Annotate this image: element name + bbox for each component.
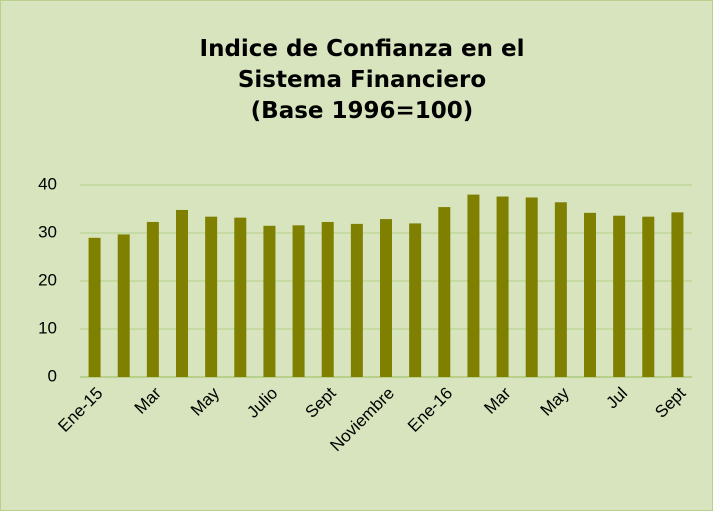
bar: [467, 194, 480, 377]
y-tick-label: 40: [38, 174, 57, 193]
x-tick-label: May: [537, 383, 573, 419]
y-tick-label: 0: [48, 366, 57, 385]
x-tick-label: May: [187, 383, 223, 419]
x-tick-label: Jul: [602, 384, 631, 413]
bar: [554, 202, 567, 377]
bar: [438, 207, 451, 377]
bar: [321, 221, 334, 377]
bar: [584, 212, 596, 377]
y-tick-label: 10: [38, 318, 57, 337]
x-tick-label: Sept: [302, 383, 340, 421]
x-tick-label: Noviembre: [326, 384, 398, 456]
bar: [146, 221, 159, 377]
x-tick-label: Ene-15: [54, 384, 106, 436]
x-tick-label: Mar: [480, 383, 514, 417]
x-tick-label: Mar: [131, 383, 165, 417]
x-tick-label: Julio: [243, 384, 281, 422]
bar: [205, 216, 218, 377]
bar: [350, 223, 363, 377]
x-tick-label: Ene-16: [404, 384, 456, 436]
bar: [525, 197, 538, 377]
chart-title: Indice de Confianza en el Sistema Financ…: [199, 36, 525, 93]
bar: [409, 223, 422, 377]
bar: [380, 219, 392, 377]
bar: [263, 225, 276, 377]
bar: [176, 209, 188, 377]
bar: [292, 225, 305, 377]
bar: [88, 237, 101, 377]
bar: [117, 234, 130, 377]
y-tick-label: 20: [38, 270, 57, 289]
y-tick-label: 30: [38, 222, 57, 241]
bar: [613, 215, 626, 377]
chart-title-block: Indice de Confianza en el Sistema Financ…: [160, 34, 564, 127]
bar: [642, 216, 655, 377]
chart-subtitle: (Base 1996=100): [250, 98, 474, 124]
bar: [671, 212, 684, 377]
x-tick-label: Sept: [651, 383, 689, 421]
bar: [496, 196, 509, 377]
bar: [234, 217, 247, 377]
